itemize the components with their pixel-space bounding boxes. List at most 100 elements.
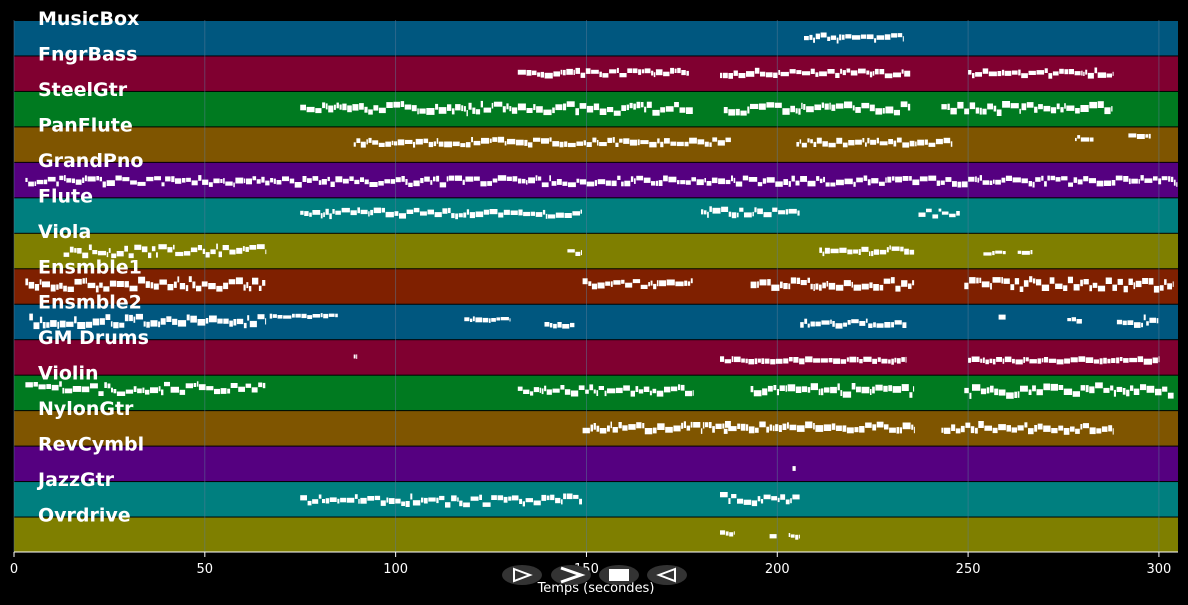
note bbox=[800, 176, 807, 182]
note bbox=[269, 313, 273, 319]
note bbox=[945, 177, 952, 182]
note bbox=[1063, 428, 1070, 435]
note bbox=[848, 140, 855, 146]
note bbox=[1055, 177, 1061, 182]
note bbox=[1001, 69, 1005, 76]
note bbox=[840, 390, 843, 396]
note bbox=[926, 208, 932, 213]
note bbox=[1167, 283, 1172, 290]
play-button[interactable] bbox=[502, 565, 542, 585]
note bbox=[879, 69, 885, 75]
note bbox=[133, 316, 136, 323]
notes-jazzgtr bbox=[300, 492, 800, 508]
note bbox=[336, 102, 339, 109]
note bbox=[884, 73, 893, 79]
note bbox=[500, 317, 509, 321]
note bbox=[272, 314, 277, 318]
note bbox=[161, 389, 164, 396]
note bbox=[506, 103, 509, 110]
note bbox=[644, 68, 651, 74]
note bbox=[851, 383, 856, 390]
note bbox=[637, 139, 640, 146]
note bbox=[728, 498, 731, 504]
note bbox=[975, 72, 982, 77]
note bbox=[167, 247, 173, 253]
note bbox=[825, 182, 830, 187]
note bbox=[810, 383, 818, 391]
note bbox=[762, 178, 767, 184]
note bbox=[498, 212, 504, 218]
note bbox=[323, 313, 329, 319]
note-events bbox=[25, 32, 1178, 540]
note bbox=[842, 70, 846, 76]
stop-button[interactable] bbox=[599, 565, 639, 585]
note bbox=[969, 277, 976, 284]
track-band-flute bbox=[14, 198, 1178, 233]
note bbox=[82, 278, 85, 284]
back-button[interactable] bbox=[647, 565, 687, 585]
note bbox=[258, 382, 263, 388]
note bbox=[463, 212, 467, 218]
note bbox=[629, 102, 633, 109]
note bbox=[160, 318, 166, 325]
note bbox=[459, 500, 463, 507]
note bbox=[938, 208, 942, 212]
note bbox=[988, 71, 997, 77]
note bbox=[106, 180, 115, 186]
note bbox=[653, 72, 656, 78]
note bbox=[1153, 176, 1158, 181]
note bbox=[526, 108, 533, 113]
note bbox=[292, 313, 295, 318]
note bbox=[39, 279, 42, 285]
note bbox=[487, 181, 492, 186]
note bbox=[686, 107, 693, 114]
note bbox=[896, 137, 902, 143]
forward-button[interactable] bbox=[551, 565, 591, 585]
note bbox=[262, 382, 266, 389]
note bbox=[968, 357, 971, 363]
note bbox=[767, 279, 771, 286]
note bbox=[766, 102, 775, 108]
note bbox=[461, 105, 464, 112]
note bbox=[1028, 70, 1036, 75]
note bbox=[1083, 279, 1089, 285]
note bbox=[846, 357, 849, 362]
note bbox=[823, 176, 825, 183]
note bbox=[125, 389, 134, 394]
note bbox=[872, 358, 877, 364]
note bbox=[836, 179, 844, 186]
note bbox=[824, 387, 830, 393]
note bbox=[122, 177, 130, 182]
note bbox=[680, 384, 685, 391]
track-label: Flute bbox=[38, 185, 93, 207]
note bbox=[847, 320, 851, 325]
note bbox=[972, 73, 975, 79]
x-tick-label: 200 bbox=[765, 562, 790, 577]
note bbox=[804, 36, 809, 41]
note bbox=[483, 209, 489, 215]
note bbox=[952, 181, 957, 187]
note bbox=[957, 181, 962, 188]
note bbox=[892, 176, 895, 181]
note bbox=[777, 497, 780, 503]
note bbox=[1028, 389, 1032, 395]
note bbox=[621, 279, 625, 284]
note bbox=[1130, 385, 1134, 391]
note bbox=[1012, 358, 1015, 364]
note bbox=[760, 71, 766, 77]
note bbox=[862, 138, 865, 143]
note bbox=[664, 138, 670, 144]
note bbox=[801, 142, 807, 148]
note bbox=[213, 178, 220, 184]
note bbox=[541, 494, 547, 501]
x-tick-label: 300 bbox=[1147, 562, 1172, 577]
note bbox=[670, 67, 674, 74]
note bbox=[766, 426, 769, 433]
note bbox=[64, 388, 73, 394]
note bbox=[540, 71, 544, 78]
note bbox=[815, 283, 819, 290]
note bbox=[792, 466, 796, 471]
note bbox=[867, 179, 871, 186]
note bbox=[229, 320, 233, 327]
note bbox=[385, 211, 394, 218]
